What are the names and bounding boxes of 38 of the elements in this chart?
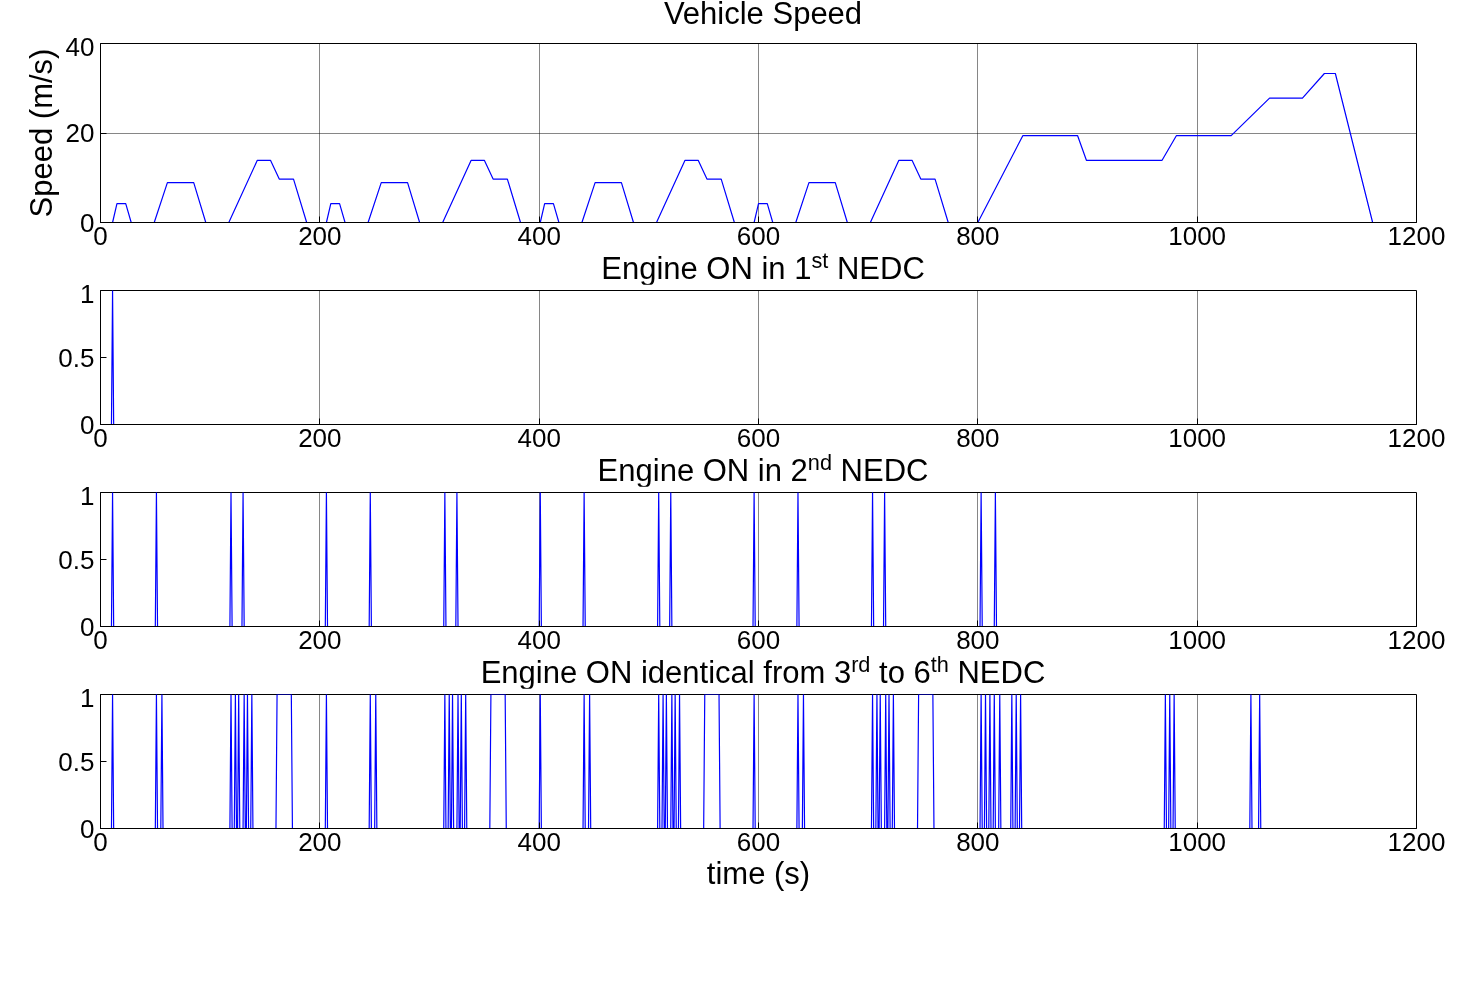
x-tick-label: 800 — [956, 422, 1000, 453]
x-tick-label: 1200 — [1387, 220, 1446, 251]
y-tick-label: 0.5 — [58, 746, 95, 777]
chart-title: Engine ON identical from 3$^{rd}$ to 6$^{th}$ NEDC — [480, 652, 1046, 691]
x-tick-label: 600 — [736, 220, 781, 251]
x-tick-label: 400 — [517, 624, 561, 655]
x-tick-label: 1200 — [1387, 422, 1446, 453]
x-tick-label: 600 — [736, 826, 781, 857]
y-tick-label: 0.5 — [58, 544, 95, 575]
chart-title: Engine ON in 1$^{st}$ NEDC — [601, 248, 925, 287]
x-tick-label: 400 — [517, 220, 561, 251]
chart-title: Engine ON in 2$^{nd}$ NEDC — [597, 450, 929, 489]
x-tick-label: 800 — [956, 826, 1000, 857]
x-tick-label: 600 — [736, 422, 781, 453]
x-axis-title: time (s) — [706, 855, 811, 891]
x-tick-label: 400 — [517, 422, 561, 453]
x-tick-label: 800 — [956, 624, 1000, 655]
x-tick-label: 400 — [517, 826, 561, 857]
x-tick-label: 600 — [736, 624, 781, 655]
y-tick-label: 1 — [80, 278, 95, 309]
x-tick-label: 1000 — [1168, 422, 1227, 453]
x-tick-label: 200 — [298, 624, 342, 655]
x-tick-label: 1000 — [1168, 220, 1227, 251]
y-tick-label: 20 — [65, 118, 95, 148]
x-tick-label: 200 — [298, 220, 342, 251]
x-tick-label: 1200 — [1387, 624, 1446, 655]
x-tick-label: 1000 — [1168, 624, 1227, 655]
chart-title: Vehicle Speed — [663, 0, 863, 32]
y-tick-label: 0.5 — [58, 342, 95, 373]
x-tick-label: 1200 — [1387, 826, 1446, 857]
y-axis-title: Speed (m/s) — [23, 48, 59, 218]
x-tick-label: 200 — [298, 826, 342, 857]
y-tick-label: 40 — [65, 31, 95, 62]
y-tick-label: 1 — [80, 480, 95, 511]
x-tick-label: 800 — [956, 220, 1000, 251]
y-tick-label: 1 — [80, 682, 95, 713]
x-tick-label: 200 — [298, 422, 342, 453]
x-tick-label: 1000 — [1168, 826, 1227, 857]
